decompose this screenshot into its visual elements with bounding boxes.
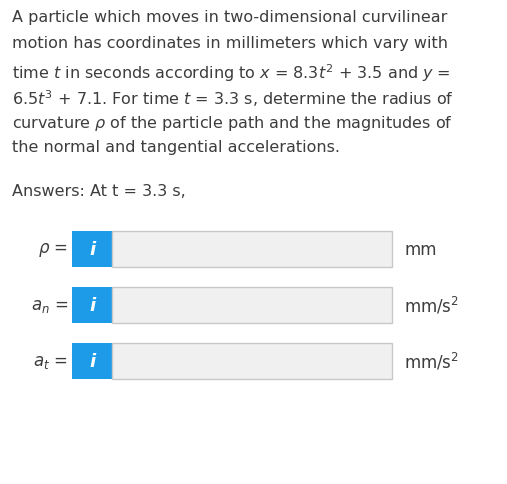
Text: the normal and tangential accelerations.: the normal and tangential accelerations. [12, 140, 340, 155]
Bar [72, 231, 112, 268]
Text: curvature $\rho$ of the particle path and the magnitudes of: curvature $\rho$ of the particle path an… [12, 114, 453, 133]
Bar [112, 231, 392, 268]
Text: $\rho$ =: $\rho$ = [38, 241, 68, 258]
Text: $a_t$ =: $a_t$ = [33, 352, 68, 370]
Text: mm: mm [404, 241, 437, 258]
Bar [72, 343, 112, 379]
Text: i: i [89, 352, 95, 370]
Bar [72, 287, 112, 323]
Text: i: i [89, 241, 95, 258]
Text: motion has coordinates in millimeters which vary with: motion has coordinates in millimeters wh… [12, 36, 448, 51]
Text: $a_n$ =: $a_n$ = [30, 296, 68, 314]
Text: A particle which moves in two-dimensional curvilinear: A particle which moves in two-dimensiona… [12, 10, 447, 25]
Bar [112, 343, 392, 379]
Text: time $t$ in seconds according to $x$ = 8.3$t^2$ + 3.5 and $y$ =: time $t$ in seconds according to $x$ = 8… [12, 62, 451, 84]
Text: i: i [89, 296, 95, 314]
Text: Answers: At t = 3.3 s,: Answers: At t = 3.3 s, [12, 183, 186, 198]
Text: mm/s$^2$: mm/s$^2$ [404, 295, 459, 316]
Text: 6.5$t^3$ + 7.1. For time $t$ = 3.3 s, determine the radius of: 6.5$t^3$ + 7.1. For time $t$ = 3.3 s, de… [12, 88, 454, 108]
Bar [112, 287, 392, 323]
Text: mm/s$^2$: mm/s$^2$ [404, 351, 459, 372]
